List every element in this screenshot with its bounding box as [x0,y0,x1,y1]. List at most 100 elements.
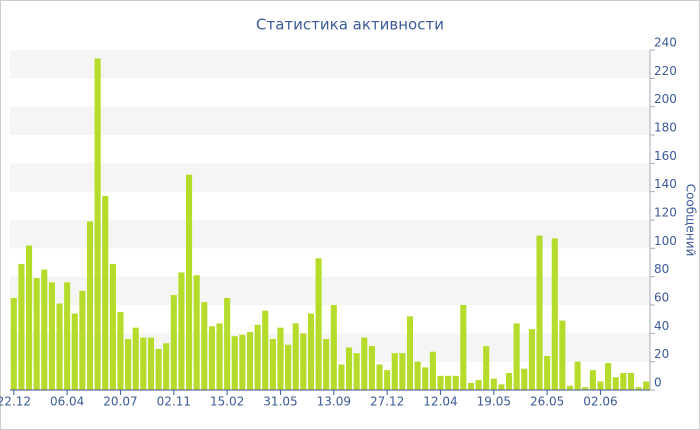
bar [26,245,33,390]
bar [376,364,383,390]
bar [79,290,86,390]
bar [391,353,398,390]
bar [178,272,185,390]
bar [483,346,490,390]
x-tick-label: 27.12 [370,395,404,409]
grid-band [10,50,650,79]
x-tick-label: 02.06 [583,395,617,409]
bar [406,316,414,390]
y-tick-label: 220 [654,64,677,78]
x-tick-label: 31.05 [263,395,297,409]
bar [239,334,246,390]
bar [254,324,261,390]
bar [41,269,48,390]
y-tick-label: 20 [654,347,669,361]
bar [262,310,269,390]
bar [330,305,337,390]
bar [18,263,25,390]
bar [216,323,223,390]
y-tick-label: 200 [654,92,677,106]
grid-band [10,106,650,135]
bar [71,313,78,390]
bar [643,381,650,390]
y-tick-label: 60 [654,291,669,305]
bar [147,337,154,390]
bar [193,275,200,390]
bar [170,295,177,390]
bar [475,380,482,390]
y-tick-label: 100 [654,234,677,248]
bar [635,387,642,390]
bar [125,339,132,390]
bar [307,313,314,390]
x-tick-label: 12.04 [423,395,457,409]
bar [140,337,147,390]
bar [186,174,193,390]
grid-band [10,163,650,192]
bar [10,297,17,390]
bar [94,58,101,390]
y-tick-label: 120 [654,206,677,220]
x-tick-label: 13.09 [317,395,351,409]
bar [86,221,94,390]
bar [33,278,40,390]
bar [292,323,299,390]
bar [368,346,375,390]
y-tick-label: 0 [654,376,662,390]
x-tick-label: 02.11 [157,395,191,409]
bar [117,312,124,390]
bar [231,336,238,390]
bar [109,263,116,390]
bar [597,381,604,390]
y-tick-label: 140 [654,177,677,191]
bar [566,385,574,390]
bar [467,382,474,390]
bar [498,384,505,390]
bar [506,373,513,390]
x-tick-label: 19.05 [477,395,511,409]
bar [163,343,170,390]
bar [353,353,360,390]
grid-band [10,220,650,249]
x-tick-label: 06.04 [50,395,84,409]
bar [605,363,612,390]
bar [155,348,162,390]
bar [269,339,276,390]
x-tick-label: 26.05 [530,395,564,409]
bar [102,195,109,390]
bar [460,305,467,390]
bar [323,339,330,390]
y-tick-label: 80 [654,262,669,276]
bar [490,378,497,390]
bar [551,238,558,390]
y-tick-label: 160 [654,149,677,163]
bar [56,303,63,390]
chart-title: Статистика активности [256,16,444,34]
bar [513,323,520,390]
bar [208,326,215,390]
bar [64,282,71,390]
bar [521,368,528,390]
bar [627,373,634,390]
x-tick-label: 22.12 [0,395,31,409]
y-tick-label: 40 [654,319,669,333]
bar [414,361,421,390]
bar [315,258,322,390]
grid-band [10,333,650,362]
bar [536,235,543,390]
bar [48,282,55,390]
x-tick-label: 20.07 [103,395,137,409]
bar [285,344,292,390]
bar [399,353,406,390]
bar [346,347,353,390]
bar [544,356,551,390]
bar [277,327,284,390]
y-axis-label: Сообщений [684,184,698,257]
bar [246,331,254,390]
bar [437,375,444,390]
bar [384,370,391,390]
bar [452,375,459,390]
grid-band [10,276,650,305]
bar [559,320,566,390]
